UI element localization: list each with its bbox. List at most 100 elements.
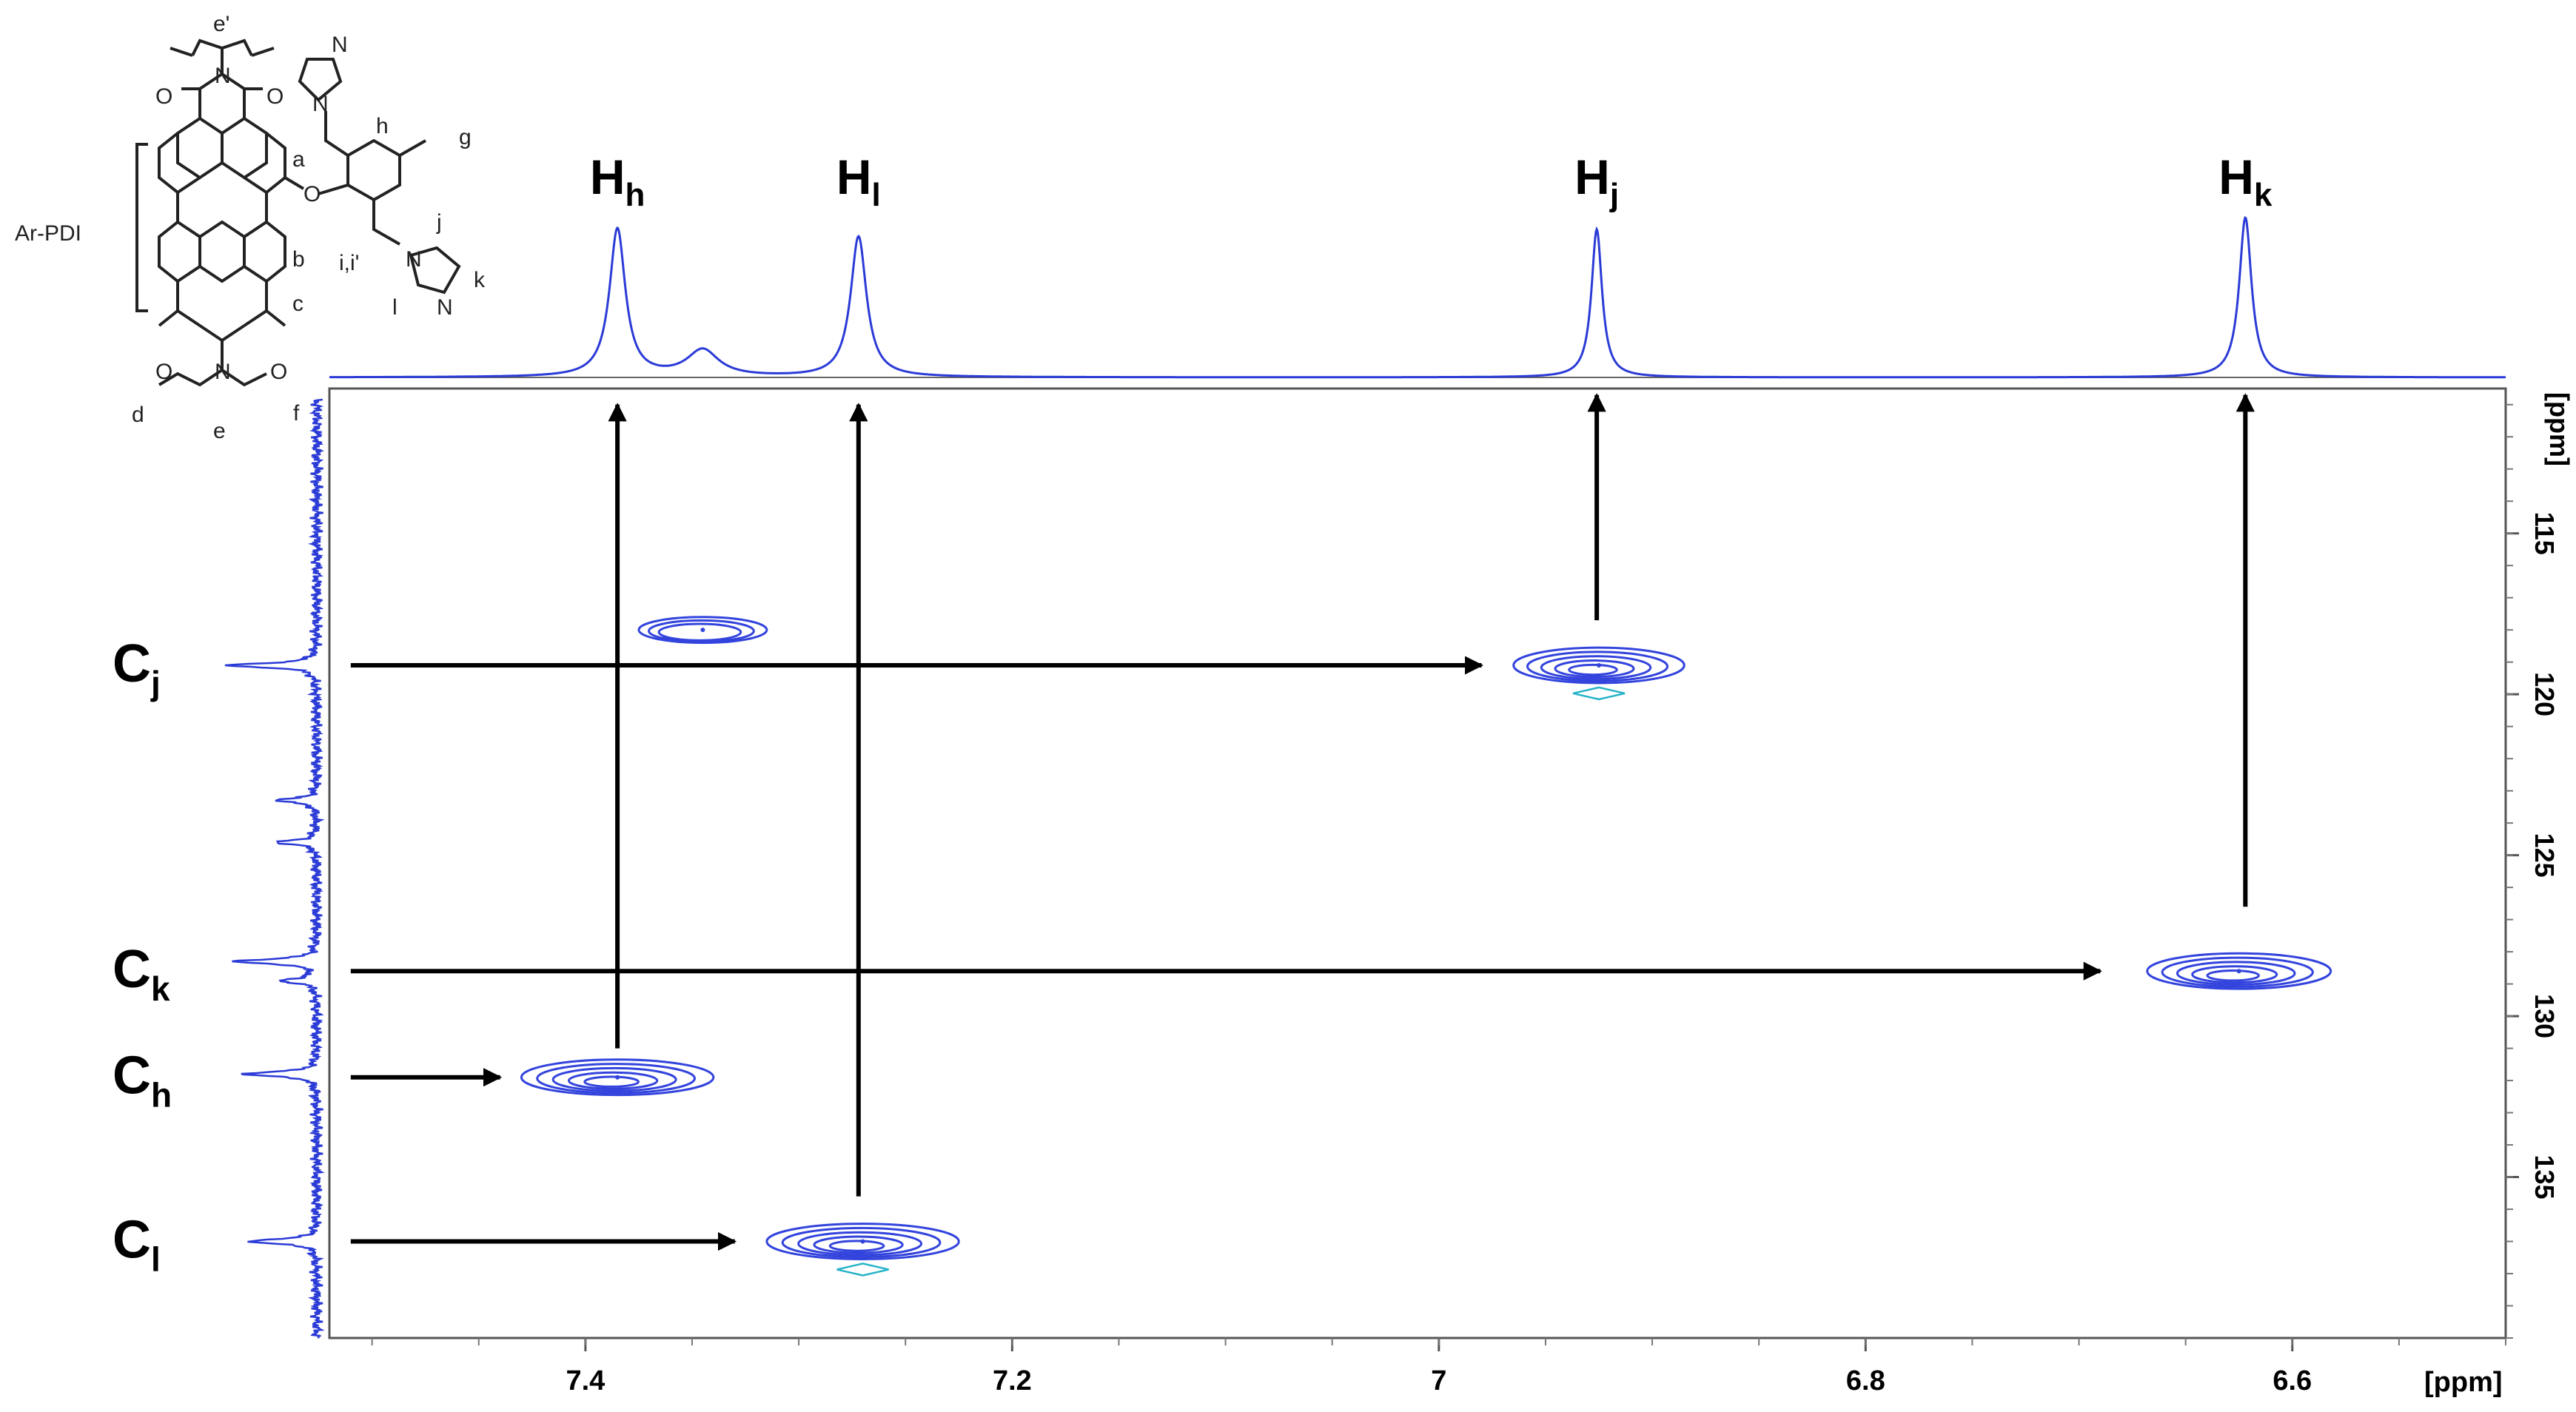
proton-peak-label: Hj bbox=[1574, 149, 1619, 213]
x-tick-label: 6.8 bbox=[1846, 1365, 1885, 1396]
contour-ring bbox=[2206, 969, 2260, 982]
contour-ring bbox=[637, 616, 768, 645]
label-subscript: l bbox=[872, 177, 881, 213]
carbon-spectrum-line bbox=[224, 398, 325, 1339]
label-subscript: j bbox=[1609, 177, 1619, 213]
atom-label: N bbox=[332, 33, 348, 57]
proton-letter: h bbox=[376, 114, 389, 138]
carbon-peak-label: Cl bbox=[113, 1211, 161, 1279]
contour-ring bbox=[583, 1075, 640, 1088]
atom-label: N bbox=[215, 360, 231, 384]
group-label: Ar-PDI bbox=[15, 221, 81, 246]
label-base: H bbox=[2218, 149, 2254, 204]
label-subscript: k bbox=[151, 969, 170, 1008]
contour-ring bbox=[813, 1235, 904, 1254]
cross-peak-extra bbox=[637, 616, 768, 645]
x-tick-label: 7.2 bbox=[993, 1365, 1032, 1396]
y-tick-label: 125 bbox=[2529, 833, 2560, 878]
label-base: H bbox=[590, 149, 625, 204]
contour-ring bbox=[2146, 952, 2332, 990]
carbon-peak-label: Ck bbox=[113, 940, 170, 1008]
contour-ring bbox=[765, 1223, 960, 1260]
contour-center bbox=[2236, 969, 2241, 974]
carbon-peak-label: Cj bbox=[113, 634, 161, 702]
atom-label: N bbox=[215, 64, 231, 88]
contour-ring bbox=[781, 1226, 942, 1259]
label-subscript: h bbox=[151, 1076, 172, 1115]
x-tick-label: 7.4 bbox=[566, 1365, 605, 1396]
contour-ring bbox=[828, 1240, 885, 1252]
atom-label: N bbox=[312, 92, 329, 116]
y-tick-label: 115 bbox=[2529, 512, 2560, 555]
label-base: H bbox=[836, 149, 872, 204]
atom-label: O bbox=[270, 360, 287, 384]
contour-ring bbox=[1540, 655, 1652, 680]
x-tick-label: 6.6 bbox=[2273, 1365, 2312, 1396]
contour-ring bbox=[2176, 961, 2296, 986]
contour-center bbox=[700, 628, 705, 633]
label-subscript: j bbox=[150, 664, 161, 702]
y-tick-label: 130 bbox=[2529, 994, 2560, 1038]
carbon-peak-label: Ch bbox=[113, 1046, 172, 1115]
contour-center bbox=[860, 1239, 865, 1244]
proton-letter: e' bbox=[213, 12, 229, 36]
x-axis-label: [ppm] bbox=[2424, 1367, 2503, 1398]
contour-ring bbox=[797, 1231, 923, 1257]
y-tick-label: 120 bbox=[2529, 672, 2560, 716]
cross-peak-l bbox=[765, 1223, 960, 1277]
contour-ring bbox=[2161, 956, 2314, 988]
proton-letter: k bbox=[474, 268, 486, 292]
label-base: C bbox=[113, 1211, 151, 1270]
contour-center bbox=[615, 1075, 620, 1080]
label-subscript: h bbox=[625, 177, 645, 213]
proton-letter: d bbox=[132, 403, 144, 427]
proton-peak-label: Hl bbox=[836, 149, 881, 213]
contour-ring bbox=[1554, 659, 1635, 679]
proton-letter: b bbox=[292, 247, 305, 272]
contour-ring bbox=[1568, 663, 1618, 676]
label-base: C bbox=[113, 1046, 151, 1106]
molecule-labels: O N O O O N O N N N N a b c d e e' f g h… bbox=[15, 12, 486, 443]
negative-contour bbox=[1572, 686, 1626, 701]
cross-peak-j bbox=[1512, 646, 1686, 701]
atom-label: N bbox=[437, 295, 453, 320]
contour-ring bbox=[1512, 646, 1686, 685]
contour-ring bbox=[2191, 965, 2278, 984]
atom-label: N bbox=[406, 247, 422, 272]
proton-letter: l bbox=[392, 295, 398, 320]
plot-frame bbox=[328, 387, 2507, 1339]
proton-letter: a bbox=[292, 147, 305, 172]
atom-label: O bbox=[266, 84, 284, 109]
label-subscript: l bbox=[151, 1240, 161, 1279]
proton-letter: i,i' bbox=[339, 251, 359, 275]
atom-label: O bbox=[303, 182, 321, 206]
proton-letter: c bbox=[292, 292, 303, 316]
contour-ring bbox=[551, 1066, 677, 1092]
proton-letter: g bbox=[459, 125, 472, 149]
label-subscript: k bbox=[2254, 177, 2273, 213]
cross-peaks bbox=[520, 616, 2332, 1277]
y-tick-label: 135 bbox=[2529, 1155, 2560, 1200]
label-base: H bbox=[1574, 149, 1610, 204]
contour-ring bbox=[648, 619, 755, 643]
contour-ring bbox=[567, 1071, 659, 1090]
x-tick-label: 7 bbox=[1431, 1365, 1446, 1396]
contour-center bbox=[1597, 663, 1601, 668]
proton-spectrum-line bbox=[329, 215, 2506, 379]
atom-label: O bbox=[155, 84, 172, 109]
assignment-arrows bbox=[350, 393, 2255, 1251]
atom-label: O bbox=[155, 360, 172, 384]
label-base: C bbox=[113, 634, 151, 693]
contour-ring bbox=[657, 622, 742, 642]
cross-peak-k bbox=[2146, 952, 2332, 990]
proton-peak-label: Hh bbox=[590, 149, 645, 213]
contour-ring bbox=[1526, 650, 1669, 682]
cross-peak-h bbox=[520, 1058, 715, 1097]
molecule-structure bbox=[135, 38, 461, 387]
x-axis: [ppm] 7.4 7.2 7 6.8 6.6 bbox=[371, 1338, 2506, 1398]
y-axis-label: [ppm] bbox=[2544, 392, 2575, 466]
proton-letter: f bbox=[293, 401, 300, 426]
proton-labels: Hh Hl Hj Hk bbox=[590, 149, 2273, 213]
